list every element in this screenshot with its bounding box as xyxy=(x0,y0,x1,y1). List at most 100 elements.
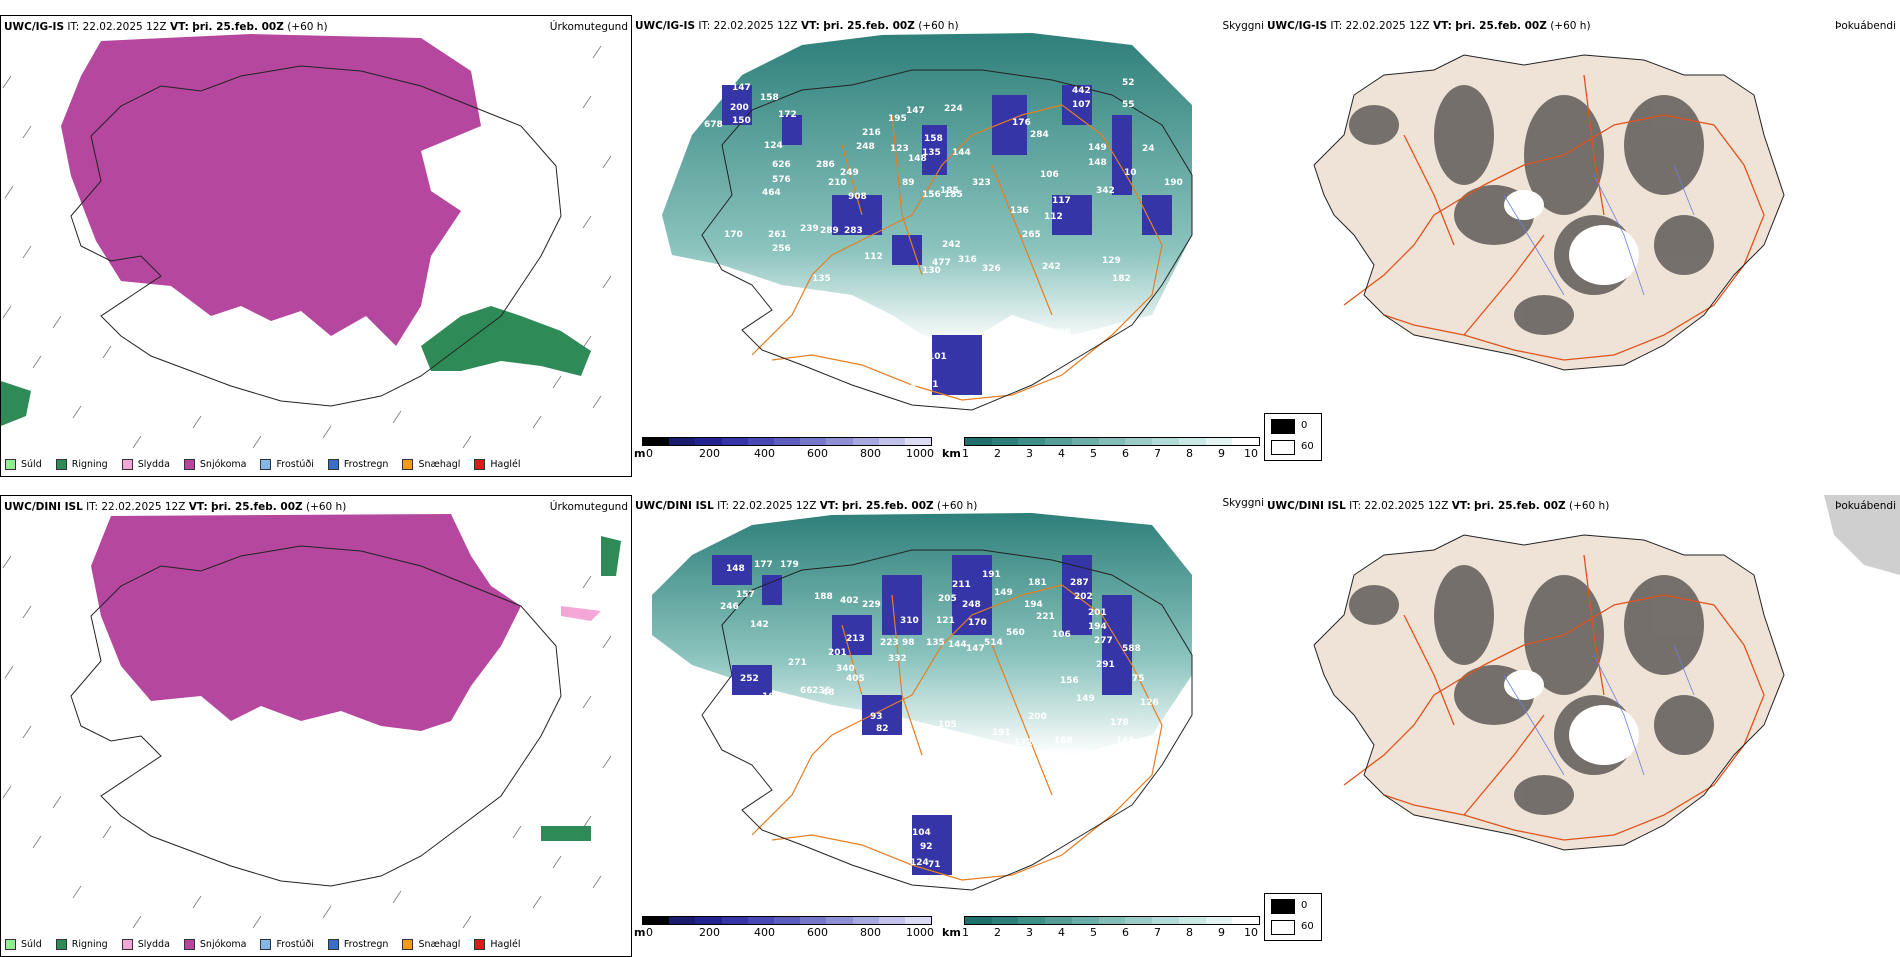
cloudbase-tick: 600 xyxy=(807,447,828,460)
peak-label: 147 xyxy=(966,644,985,654)
peak-label: 348 xyxy=(802,336,821,346)
cloudbase-tick: 200 xyxy=(699,926,720,939)
legend-item: Snjókoma xyxy=(183,939,246,950)
peak-label: 135 xyxy=(812,274,831,284)
peak-label: 216 xyxy=(862,128,881,138)
cloudbase-tick: 400 xyxy=(754,926,775,939)
cloudbase-tick: 400 xyxy=(754,447,775,460)
visibility-tick: 3 xyxy=(1026,447,1033,460)
visibility-tick: 2 xyxy=(994,447,1001,460)
fog-legend-label: 60 xyxy=(1301,921,1314,932)
peak-label: 130 xyxy=(922,266,941,276)
peak-label: 252 xyxy=(740,674,759,684)
fog-shading xyxy=(1349,565,1714,815)
peak-label: 135 xyxy=(926,638,945,648)
fog-clear xyxy=(1504,190,1639,285)
iceland-outline xyxy=(701,549,1193,891)
low-cloud-patches xyxy=(722,85,1172,395)
sea-fog-corner xyxy=(1824,495,1900,575)
peak-label: 70 xyxy=(908,366,921,376)
iceland-outline xyxy=(70,545,562,887)
peak-label: 112 xyxy=(864,252,883,262)
peak-label: 157 xyxy=(736,590,755,600)
fog-legend-label: 0 xyxy=(1301,420,1308,431)
peak-label: 179 xyxy=(780,560,799,570)
peak-label: 213 xyxy=(846,634,865,644)
fog-clear xyxy=(1504,670,1639,765)
peak-label: 195 xyxy=(888,114,907,124)
peak-label: 205 xyxy=(938,594,957,604)
peak-label: 342 xyxy=(1096,186,1115,196)
peak-label: 126 xyxy=(1140,698,1159,708)
peak-label: 150 xyxy=(732,116,751,126)
peak-label: 188 xyxy=(772,702,791,712)
roads xyxy=(1343,554,1765,841)
peak-label: 191 xyxy=(992,728,1011,738)
precip-type-title: Úrkomutegund xyxy=(549,501,628,513)
cloudbase-visibility-panel-ig-is: 147 158 200 150 678 124 172 626 576 464 … xyxy=(632,15,1264,477)
legend-item: Frostúði xyxy=(260,459,314,470)
legend-item: Frostúði xyxy=(260,939,314,950)
low-cloud-patches xyxy=(712,555,1132,875)
peak-label: 194 xyxy=(1024,600,1043,610)
cloudbase-unit: m xyxy=(634,447,646,460)
peak-label: 99 xyxy=(928,738,941,748)
peak-label: 182 xyxy=(1112,274,1131,284)
peak-label: 246 xyxy=(720,602,739,612)
peak-label: 194 xyxy=(1088,622,1107,632)
peak-label: 167 xyxy=(762,692,781,702)
visibility-unit: km xyxy=(942,926,961,939)
peak-label: 200 xyxy=(1028,712,1047,722)
peak-label: 442 xyxy=(1072,86,1091,96)
legend-item: Snjókoma xyxy=(183,459,246,470)
peak-label: 249 xyxy=(840,168,859,178)
peak-label: 323 xyxy=(972,178,991,188)
peak-label: 178 xyxy=(1110,718,1129,728)
peak-label: 172 xyxy=(778,110,797,120)
peak-label: 124 xyxy=(910,858,929,868)
peak-label: 89 xyxy=(902,178,915,188)
peak-label: 464 xyxy=(762,188,781,198)
cloudbase-map: 148 177 179 157 188 142 252 271 402 229 … xyxy=(652,513,1193,891)
peak-label: 310 xyxy=(900,616,919,626)
cloudbase-tick: 800 xyxy=(860,926,881,939)
visibility-tick: 1 xyxy=(962,926,969,939)
peak-label: 678 xyxy=(704,120,723,130)
peak-label: 185 xyxy=(940,186,959,196)
fog-index-title: Þokuábendi xyxy=(1835,500,1896,512)
peak-label: 326 xyxy=(982,264,1001,274)
panel-title: UWC/IG-IS IT: 22.02.2025 12Z VT: þri. 25… xyxy=(1267,20,1591,32)
legend-item: Snæhagl xyxy=(402,459,460,470)
legend-item: Haglél xyxy=(474,459,521,470)
peak-label: 514 xyxy=(984,638,1003,648)
panel-title: UWC/IG-IS IT: 22.02.2025 12Z VT: þri. 25… xyxy=(4,21,328,33)
peak-label: 201 xyxy=(1088,608,1107,618)
visibility-tick: 7 xyxy=(1154,447,1161,460)
peak-label: 242 xyxy=(942,240,961,250)
precip-legend: Súld Rigning Slydda Snjókoma Frostúði Fr… xyxy=(5,459,521,470)
peak-label: 296 xyxy=(1052,328,1071,338)
fog-index-map xyxy=(1313,495,1900,851)
peak-label: 147 xyxy=(732,83,751,93)
fog-legend-swatch xyxy=(1271,899,1295,914)
peak-label: 284 xyxy=(1030,130,1049,140)
cloudbase-tick: 1000 xyxy=(906,926,934,939)
iceland-outline xyxy=(1313,534,1785,851)
peak-label: 98 xyxy=(902,638,915,648)
peak-label: 229 xyxy=(862,600,881,610)
peak-label: 75 xyxy=(1132,674,1145,684)
peak-label: 105 xyxy=(938,720,957,730)
peak-label: 271 xyxy=(788,658,807,668)
peak-label: 908 xyxy=(848,192,867,202)
peak-label: 211 xyxy=(952,580,971,590)
peak-label: 242 xyxy=(1042,262,1061,272)
peak-label: 147 xyxy=(906,106,925,116)
peak-label: 106 xyxy=(1040,170,1059,180)
peak-label: 70 xyxy=(904,344,917,354)
peak-label: 81 xyxy=(926,380,939,390)
peak-label: 129 xyxy=(1102,256,1121,266)
peak-label: 224 xyxy=(944,104,963,114)
peak-label: 121 xyxy=(936,616,955,626)
visibility-tick: 6 xyxy=(1122,926,1129,939)
peak-label: 477 xyxy=(932,258,951,268)
